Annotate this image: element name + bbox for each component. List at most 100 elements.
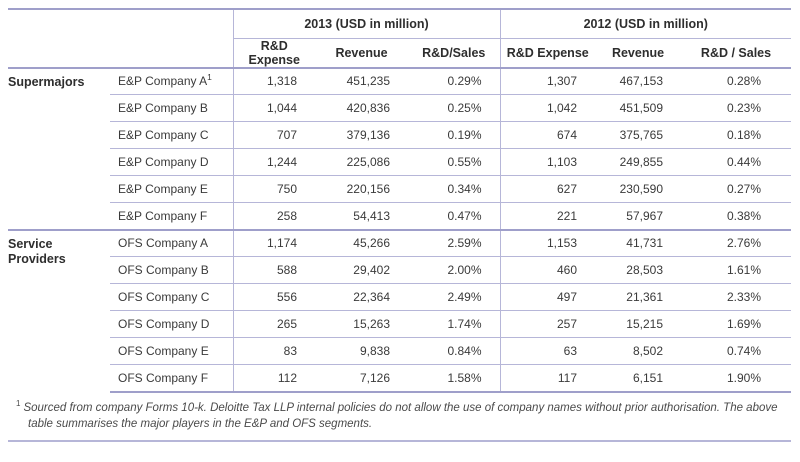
value-cell: 1.74% xyxy=(408,310,500,338)
footnote-text: Sourced from company Forms 10-k. Deloitt… xyxy=(23,401,778,431)
value-cell: 2.49% xyxy=(408,283,500,311)
value-cell: 674 xyxy=(499,121,595,149)
col-header-revenue-2013: Revenue xyxy=(315,38,408,69)
value-cell: 1,103 xyxy=(499,148,595,176)
value-cell: 0.47% xyxy=(408,202,500,230)
value-cell: 225,086 xyxy=(315,148,408,176)
company-name: OFS Company C xyxy=(110,283,233,311)
table-row: E&P Company C 707 379,136 0.19% 674 375,765 0.… xyxy=(8,121,792,149)
value-cell: 1.58% xyxy=(408,364,500,393)
value-cell: 2.76% xyxy=(681,228,792,257)
footnote-marker-ref: 1 xyxy=(207,72,212,83)
value-cell: 379,136 xyxy=(315,121,408,149)
value-cell: 15,215 xyxy=(595,310,681,338)
group-label: Service Providers xyxy=(8,228,110,392)
value-cell: 0.18% xyxy=(681,121,792,149)
value-cell: 1,318 xyxy=(232,67,315,95)
value-cell: 420,836 xyxy=(315,94,408,122)
table-row: E&P Company B 1,044 420,836 0.25% 1,042 451,5… xyxy=(8,94,792,122)
value-cell: 750 xyxy=(232,175,315,203)
value-cell: 117 xyxy=(499,364,595,393)
table-row: Service Providers OFS Company A 1,174 45,26… xyxy=(8,228,792,392)
value-cell: 9,838 xyxy=(315,337,408,365)
value-cell: 22,364 xyxy=(315,283,408,311)
value-cell: 0.28% xyxy=(726,74,762,89)
value-cell: 375,765 xyxy=(595,121,681,149)
value-cell: 249,855 xyxy=(595,148,681,176)
value-cell: 54,413 xyxy=(315,202,408,230)
value-cell: 6,151 xyxy=(595,364,681,393)
year-header-2013: 2013 (USD in million) xyxy=(232,9,500,39)
value-cell: 83 xyxy=(232,337,315,365)
value-cell: 1,042 xyxy=(499,94,595,122)
company-name: E&P Company A1 xyxy=(118,72,212,89)
value-cell: 41,731 xyxy=(595,228,681,257)
value-cell: 2.59% xyxy=(408,228,500,257)
value-cell: 0.44% xyxy=(681,148,792,176)
column-header-row: R&D Expense Revenue R&D/Sales R&D Expens… xyxy=(8,38,792,69)
value-cell: 8,502 xyxy=(595,337,681,365)
value-cell: 1,153 xyxy=(499,228,595,257)
value-cell: 2.00% xyxy=(408,256,500,284)
value-cell: 0.29% xyxy=(447,74,482,89)
value-cell: 112 xyxy=(232,364,315,393)
table-body: Supermajors E&P Company A1 1,318 451,235 0.2… xyxy=(8,67,792,393)
value-cell: 588 xyxy=(232,256,315,284)
value-cell: 257 xyxy=(499,310,595,338)
value-cell: 460 xyxy=(499,256,595,284)
footnote: 1 Sourced from company Forms 10-k. Deloit… xyxy=(8,398,791,442)
table-row: OFS Company B 588 29,402 2.00% 460 28,503 1.61… xyxy=(8,256,792,284)
company-name: OFS Company F xyxy=(110,364,233,393)
value-cell: 230,590 xyxy=(595,175,681,203)
value-cell: 63 xyxy=(499,337,595,365)
col-header-revenue-2012: Revenue xyxy=(595,38,681,69)
value-cell: 220,156 xyxy=(315,175,408,203)
company-name: OFS Company A xyxy=(110,228,233,257)
company-name: OFS Company B xyxy=(110,256,233,284)
value-cell: 1.90% xyxy=(681,364,792,393)
value-cell: 1,044 xyxy=(232,94,315,122)
value-cell: 556 xyxy=(232,283,315,311)
year-header-row: 2013 (USD in million) 2012 (USD in milli… xyxy=(8,9,792,39)
col-header-rd-expense-2013: R&D Expense xyxy=(232,38,315,69)
value-cell: 467,153 xyxy=(619,74,663,89)
value-cell: 1.69% xyxy=(681,310,792,338)
value-cell: 0.55% xyxy=(408,148,500,176)
value-cell: 45,266 xyxy=(315,228,408,257)
value-cell: 0.23% xyxy=(681,94,792,122)
company-name: E&P Company D xyxy=(110,148,233,176)
value-cell: 451,235 xyxy=(346,74,390,89)
value-cell: 0.25% xyxy=(408,94,500,122)
table-row: OFS Company F 112 7,126 1.58% 117 6,151 1.90% xyxy=(8,364,792,393)
table-row: OFS Company E 83 9,838 0.84% 63 8,502 0.74% xyxy=(8,337,792,365)
value-cell: 1.61% xyxy=(681,256,792,284)
col-header-rd-sales-2013: R&D/Sales xyxy=(408,38,500,69)
footnote-marker: 1 xyxy=(16,398,21,408)
value-cell: 258 xyxy=(232,202,315,230)
col-header-rd-sales-2012: R&D / Sales xyxy=(681,38,792,69)
empty-label-header xyxy=(8,38,233,69)
value-cell: 451,509 xyxy=(595,94,681,122)
rd-expense-table: 2013 (USD in million) 2012 (USD in milli… xyxy=(8,8,792,393)
company-name: E&P Company F xyxy=(110,202,233,230)
table-row: E&P Company D 1,244 225,086 0.55% 1,103 249,8… xyxy=(8,148,792,176)
value-cell: 21,361 xyxy=(595,283,681,311)
value-cell: 0.34% xyxy=(408,175,500,203)
empty-corner-cell xyxy=(8,9,233,38)
value-cell: 0.19% xyxy=(408,121,500,149)
value-cell: 2.33% xyxy=(681,283,792,311)
value-cell: 627 xyxy=(499,175,595,203)
year-header-2012: 2012 (USD in million) xyxy=(499,9,792,39)
table-row: E&P Company E 750 220,156 0.34% 627 230,590 0.… xyxy=(8,175,792,203)
value-cell: 7,126 xyxy=(315,364,408,393)
table-row: OFS Company D 265 15,263 1.74% 257 15,215 1.69… xyxy=(8,310,792,338)
table-header: 2013 (USD in million) 2012 (USD in milli… xyxy=(8,9,792,69)
value-cell: 15,263 xyxy=(315,310,408,338)
company-name: E&P Company E xyxy=(110,175,233,203)
document-page: 2013 (USD in million) 2012 (USD in milli… xyxy=(8,8,792,442)
table-row: OFS Company C 556 22,364 2.49% 497 21,361 2.33… xyxy=(8,283,792,311)
col-header-rd-expense-2012: R&D Expense xyxy=(499,38,595,69)
value-cell: 265 xyxy=(232,310,315,338)
table-row: E&P Company F 258 54,413 0.47% 221 57,967 0.38… xyxy=(8,202,792,230)
table-row: Supermajors E&P Company A1 1,318 451,235 0.2… xyxy=(8,67,791,95)
